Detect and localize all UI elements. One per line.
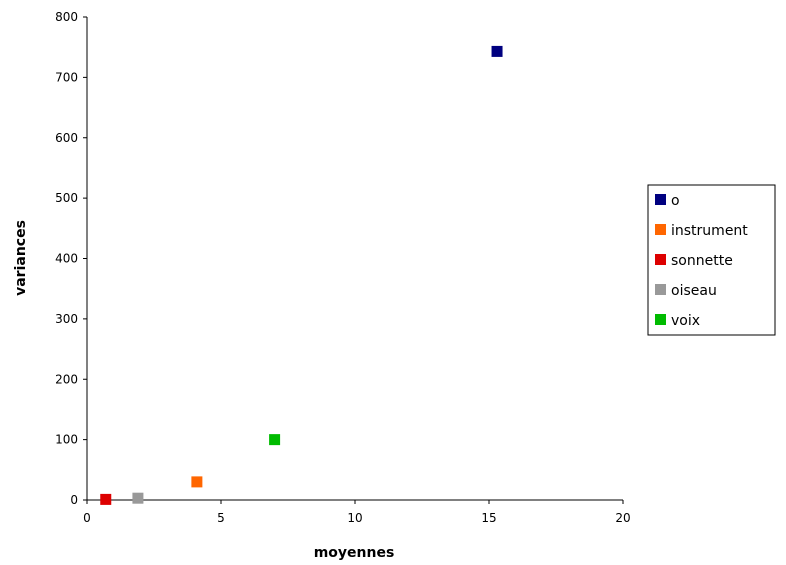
- legend: o instrument sonnette oiseau voix: [647, 184, 776, 336]
- point-sonnette: [100, 493, 112, 505]
- y-tick-label: 300: [55, 312, 78, 326]
- point-oiseau: [132, 492, 144, 504]
- x-axis-title: moyennes: [314, 545, 395, 561]
- legend-swatch-sonnette: [655, 254, 666, 265]
- x-tick-label: 5: [217, 511, 225, 525]
- legend-label-sonnette: sonnette: [671, 253, 733, 269]
- y-ticks: 0 100 200 300 400 500 600 700 800: [55, 10, 87, 507]
- legend-swatch-voix: [655, 314, 666, 325]
- x-tick-label: 0: [83, 511, 91, 525]
- y-axis-title: variances: [13, 220, 29, 296]
- legend-swatch-oiseau: [655, 284, 666, 295]
- y-tick-label: 800: [55, 10, 78, 24]
- legend-box: [647, 184, 776, 336]
- y-tick-label: 600: [55, 131, 78, 145]
- legend-label-o: o: [671, 193, 680, 209]
- legend-label-voix: voix: [671, 313, 700, 329]
- legend-swatch-o: [655, 194, 666, 205]
- x-tick-label: 10: [347, 511, 362, 525]
- y-tick-label: 400: [55, 252, 78, 266]
- point-o: [491, 45, 503, 57]
- axes: [86, 17, 623, 501]
- y-tick-label: 500: [55, 191, 78, 205]
- point-voix: [269, 434, 281, 446]
- x-ticks: 0 5 10 15 20: [83, 500, 631, 525]
- legend-label-instrument: instrument: [671, 223, 748, 239]
- y-tick-label: 0: [70, 493, 78, 507]
- legend-label-oiseau: oiseau: [671, 283, 717, 299]
- data-points: [100, 45, 503, 505]
- point-instrument: [191, 476, 203, 488]
- y-tick-label: 700: [55, 70, 78, 84]
- x-tick-label: 20: [615, 511, 630, 525]
- legend-swatch-instrument: [655, 224, 666, 235]
- y-tick-label: 200: [55, 372, 78, 386]
- x-tick-label: 15: [481, 511, 496, 525]
- y-tick-label: 100: [55, 433, 78, 447]
